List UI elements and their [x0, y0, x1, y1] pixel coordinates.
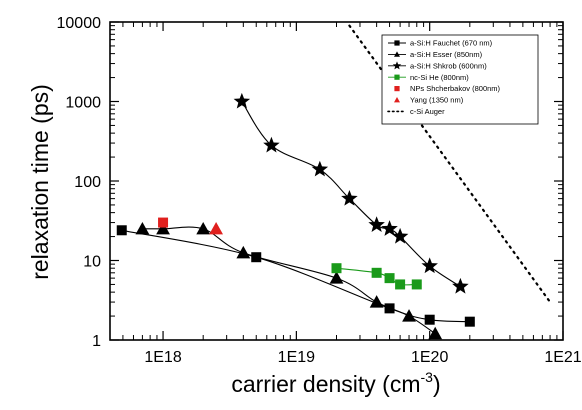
y-tick-label: 1	[92, 333, 101, 350]
legend-label-5: Yang (1350 nm)	[410, 96, 464, 105]
data-point-star	[233, 92, 251, 109]
legend-label-6: c-Si Auger	[410, 107, 445, 116]
legend-marker-2	[392, 61, 402, 70]
data-point-star	[452, 277, 469, 294]
x-axis-title-end: )	[433, 371, 441, 397]
legend-marker-5	[394, 97, 400, 103]
series-line-6	[348, 24, 552, 304]
data-point-square	[116, 225, 127, 236]
series-line-1	[142, 226, 436, 335]
data-point-square	[384, 273, 395, 284]
legend-marker-3	[394, 74, 400, 80]
data-point-star	[368, 216, 385, 232]
data-point-triangle	[428, 326, 443, 340]
data-point-star	[311, 160, 329, 177]
legend-label-1: a-Si:H Esser (850nm)	[410, 50, 483, 59]
data-point-square	[371, 267, 382, 278]
legend-label-3: nc-Si He (800nm)	[410, 73, 469, 82]
legend-label-2: a-Si:H Shkrob (600nm)	[410, 61, 487, 70]
legend: a-Si:H Fauchet (670 nm) a-Si:H Esser (850…	[381, 34, 539, 125]
legend-marker-0	[394, 40, 400, 46]
data-point-star	[421, 257, 438, 274]
x-tick-label: 1E21	[544, 349, 581, 366]
data-point-triangle	[156, 221, 170, 235]
series-line-0	[121, 229, 470, 323]
legend-label-0: a-Si:H Fauchet (670 nm)	[410, 39, 493, 48]
legend-box	[381, 34, 539, 125]
y-tick-label: 10000	[57, 15, 102, 32]
data-point-square	[158, 217, 169, 228]
data-point-triangle	[236, 245, 251, 259]
plot-frame	[109, 21, 564, 341]
data-point-triangle	[196, 221, 211, 235]
x-tick-label: 1E18	[144, 349, 181, 366]
y-tick-label: 100	[74, 174, 101, 191]
x-axis-title-main: carrier density (cm	[231, 371, 420, 397]
legend-label-4: NPs Shcherbakov (800nm)	[410, 84, 501, 93]
series-line-2	[241, 101, 461, 288]
data-point-triangle	[135, 221, 150, 235]
data-point-triangle	[209, 221, 224, 235]
x-tick-label: 1E19	[278, 349, 315, 366]
data-point-triangle	[402, 309, 416, 322]
data-point-square	[395, 279, 406, 290]
tick-labels: 1E18 1E19 1E20 1E21 1 10 100 1000 10000	[57, 15, 582, 366]
data-point-star	[263, 136, 280, 153]
y-tick-label: 1000	[65, 95, 101, 112]
data-point-star	[391, 227, 409, 244]
data-point-square	[464, 316, 475, 327]
data-point-square	[331, 263, 342, 274]
x-axis-title-sup: -3	[421, 369, 434, 385]
x-axis-title: carrier density (cm-3)	[231, 369, 440, 397]
series-markers	[116, 92, 475, 340]
x-tick-label: 1E20	[411, 349, 448, 366]
y-axis-title: relaxation time (ps)	[27, 84, 53, 280]
y-tick-label: 10	[83, 254, 101, 271]
data-point-triangle	[329, 271, 344, 284]
data-point-star	[341, 189, 358, 206]
data-point-star	[381, 220, 398, 236]
legend-marker-4	[394, 86, 400, 92]
data-point-square	[411, 279, 422, 290]
data-point-triangle	[369, 295, 384, 308]
data-point-square	[424, 314, 435, 325]
data-point-square	[251, 252, 262, 263]
data-point-square	[384, 303, 395, 314]
legend-marker-1	[394, 51, 400, 57]
